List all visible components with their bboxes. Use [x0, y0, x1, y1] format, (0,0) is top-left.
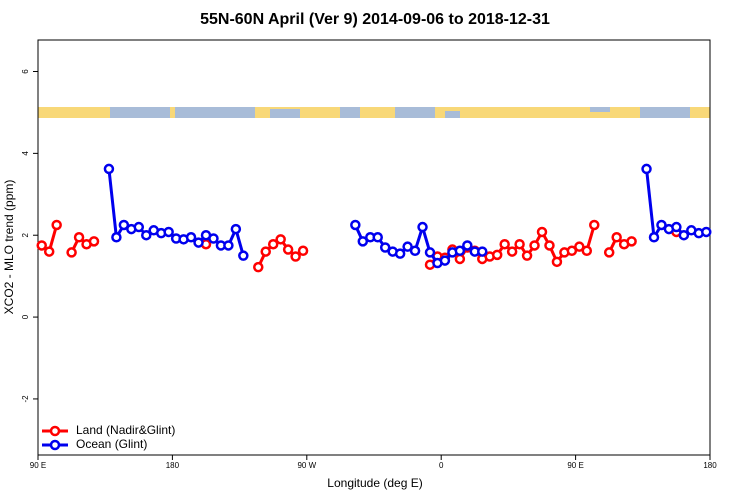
x-tick-label: 180 [166, 461, 180, 470]
data-point [454, 245, 466, 257]
data-point [43, 246, 55, 257]
y-tick-label: 2 [21, 232, 30, 237]
data-point [424, 247, 436, 258]
y-axis-label: XCO2 - MLO trend (ppm) [2, 180, 16, 315]
y-tick-label: 4 [21, 151, 30, 156]
data-point [230, 223, 242, 235]
data-point [544, 240, 555, 251]
data-point [208, 233, 219, 244]
data-point [103, 163, 115, 175]
x-tick-label: 90 W [297, 461, 316, 470]
data-point [66, 247, 77, 258]
x-tick-label: 0 [439, 461, 444, 470]
data-point [141, 229, 152, 241]
data-point [238, 250, 249, 261]
data-point [529, 240, 540, 251]
data-point [402, 241, 413, 252]
data-point [574, 241, 585, 252]
x-tick-label: 180 [703, 461, 717, 470]
legend-marker [49, 439, 61, 451]
data-point [275, 234, 286, 245]
data-point [394, 248, 406, 259]
data-point [36, 240, 47, 251]
data-point [521, 250, 533, 261]
data-point [297, 245, 309, 257]
data-point [439, 255, 451, 266]
data-point [223, 240, 234, 251]
y-tick-label: 0 [21, 314, 30, 319]
data-point [678, 229, 690, 241]
x-tick-label: 90 E [30, 461, 46, 470]
data-point [671, 221, 682, 233]
data-point [253, 261, 264, 273]
legend-label: Land (Nadir&Glint) [76, 423, 175, 437]
data-point [357, 236, 369, 247]
data-point [163, 226, 174, 238]
chart-title: 55N-60N April (Ver 9) 2014-09-06 to 2018… [200, 11, 550, 28]
data-point [88, 236, 100, 247]
data-point [566, 245, 578, 257]
data-point [589, 219, 600, 231]
data-point [417, 221, 428, 233]
data-point [462, 240, 473, 251]
data-point [111, 232, 122, 243]
legend-marker [49, 425, 61, 437]
data-point [454, 253, 466, 265]
data-point [350, 219, 361, 231]
data-point [491, 249, 503, 261]
data-point [185, 232, 197, 243]
data-point [506, 246, 518, 257]
data-point [260, 246, 271, 257]
data-point [603, 247, 615, 258]
x-axis-label: Longitude (deg E) [327, 476, 422, 490]
data-point [514, 238, 525, 250]
data-point [193, 237, 204, 248]
data-point [551, 256, 563, 268]
data-point [626, 236, 637, 247]
data-point [409, 245, 421, 257]
legend-label: Ocean (Glint) [76, 437, 147, 451]
data-point [133, 221, 145, 233]
data-point [656, 219, 667, 231]
data-point [282, 244, 294, 255]
data-point [499, 238, 510, 250]
data-point [611, 232, 622, 243]
data-point [379, 242, 391, 253]
data-point [701, 226, 712, 238]
data-point [641, 163, 652, 175]
data-point [118, 219, 130, 231]
y-tick-label: 6 [21, 69, 30, 74]
data-point [73, 232, 85, 243]
x-tick-label: 90 E [567, 461, 583, 470]
data-point [372, 232, 383, 243]
data-point [51, 219, 62, 231]
map-strip [38, 107, 710, 118]
data-point [477, 246, 488, 257]
y-tick-label: -2 [21, 395, 30, 403]
data-point [536, 226, 548, 238]
legend: Land (Nadir&Glint)Ocean (Glint) [42, 423, 175, 451]
data-point [648, 232, 660, 243]
data-point [290, 251, 301, 262]
data-point [581, 245, 593, 257]
data-point [267, 238, 279, 250]
